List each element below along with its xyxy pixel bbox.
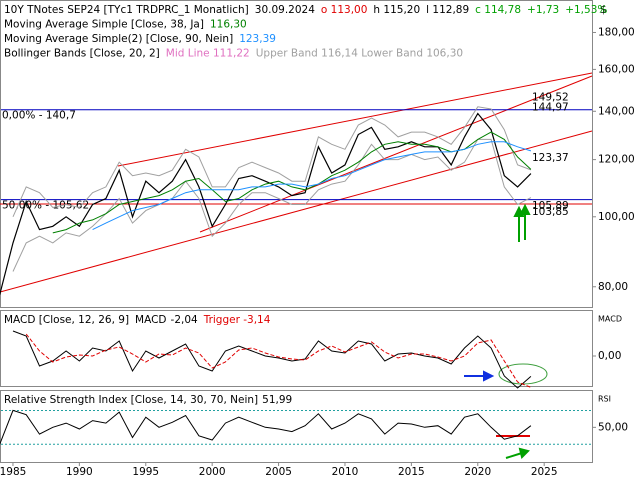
title-text: MACD [Close, 12, 26, 9]	[4, 314, 129, 326]
y-tick-label: 140,00	[598, 105, 635, 117]
legend-value: Mid Line 111,22	[166, 48, 250, 60]
y-tick-label: 0,00	[598, 350, 621, 362]
series-line	[12, 330, 532, 389]
macd-panel	[0, 310, 593, 387]
trend-line	[117, 72, 593, 167]
legend-name: Moving Average Simple [Close, 38, Ja]	[4, 19, 204, 31]
x-tick-label: 2015	[398, 466, 425, 478]
bollinger-upper	[12, 106, 532, 218]
x-tick-label: 2020	[464, 466, 491, 478]
series-line	[0, 112, 532, 295]
level-label: 50,00% - 105,62	[2, 200, 89, 212]
header-value: h 115,20	[373, 4, 420, 16]
panel-title: MACD [Close, 12, 26, 9] MACD -2,04 Trigger -…	[4, 314, 271, 326]
legend-name: Bollinger Bands [Close, 20, 2]	[4, 48, 160, 60]
legend-value: Upper Band 116,14 Lower Band 106,30	[256, 48, 463, 60]
axis-label: RSI	[598, 395, 611, 404]
series-line	[0, 409, 532, 445]
legend-value: -2,04	[171, 314, 198, 326]
y-tick-label: 120,00	[598, 154, 635, 166]
price-label: 105,89	[532, 200, 569, 212]
legend-bg	[2, 312, 255, 327]
legend-name: MACD	[135, 314, 166, 326]
y-tick-label: 180,00	[598, 26, 635, 38]
y-tick-label: 80,00	[598, 281, 628, 293]
legend-entry: Moving Average Simple(2) [Close, 90, Nei…	[4, 33, 276, 45]
header-value: +1,53%	[565, 4, 607, 16]
x-tick-label: 2010	[332, 466, 359, 478]
y-tick-label: 160,00	[598, 63, 635, 75]
legend-name: Moving Average Simple(2) [Close, 90, Nei…	[4, 33, 233, 45]
legend-value: 123,39	[239, 33, 276, 45]
price-label: 103,85	[532, 206, 569, 218]
panel-title: 10Y TNotes SEP24 [TYc1 TRDPRC_1 Monatlic…	[4, 4, 607, 16]
level-label: 0,00% - 140,7	[2, 110, 76, 122]
price-label: 149,52	[532, 92, 569, 104]
x-tick-label: 2005	[265, 466, 292, 478]
x-tick-label: 1990	[66, 466, 93, 478]
panel-title: Relative Strength Index [Close, 14, 30, …	[4, 394, 292, 406]
x-tick-label: 2025	[531, 466, 558, 478]
y-tick-label: 50,00	[598, 421, 628, 433]
series-line	[92, 141, 532, 231]
price-label: 123,37	[532, 152, 569, 164]
rsi-panel	[0, 390, 593, 463]
legend-entry: Bollinger Bands [Close, 20, 2] Mid Line 1…	[4, 48, 463, 60]
legend-bg	[2, 392, 293, 407]
legend-entry: Moving Average Simple [Close, 38, Ja] 116…	[4, 19, 247, 31]
x-tick-label: 2000	[199, 466, 226, 478]
price-label: 144,97	[532, 101, 569, 113]
header-value: c 114,78	[475, 4, 521, 16]
bollinger-lower	[12, 138, 532, 272]
unit-label: $	[600, 4, 607, 16]
x-tick-label: 1985	[0, 466, 26, 478]
trend-line	[199, 75, 593, 233]
legend-value: -3,14	[243, 314, 270, 326]
legend-bg	[2, 2, 570, 60]
axis-label: MACD	[598, 315, 622, 324]
legend-name: Trigger	[203, 314, 241, 326]
header-value: o 113,00	[321, 4, 368, 16]
title-text: 10Y TNotes SEP24 [TYc1 TRDPRC_1 Monatlic…	[4, 4, 249, 16]
green-arrow	[505, 447, 530, 459]
header-value: +1,73	[527, 4, 559, 16]
title-text: Relative Strength Index [Close, 14, 30, …	[4, 394, 258, 406]
blue-arrow	[464, 370, 495, 382]
x-tick-label: 1995	[132, 466, 159, 478]
header-value: 30.09.2024	[255, 4, 315, 16]
header-value: l 112,89	[426, 4, 469, 16]
legend-value: 116,30	[210, 19, 247, 31]
y-tick-label: 100,00	[598, 211, 635, 223]
legend-value: 51,99	[262, 394, 292, 406]
trend-line	[0, 130, 593, 293]
green-arrows	[513, 203, 531, 242]
series-line	[25, 333, 532, 388]
price-panel	[0, 0, 593, 308]
